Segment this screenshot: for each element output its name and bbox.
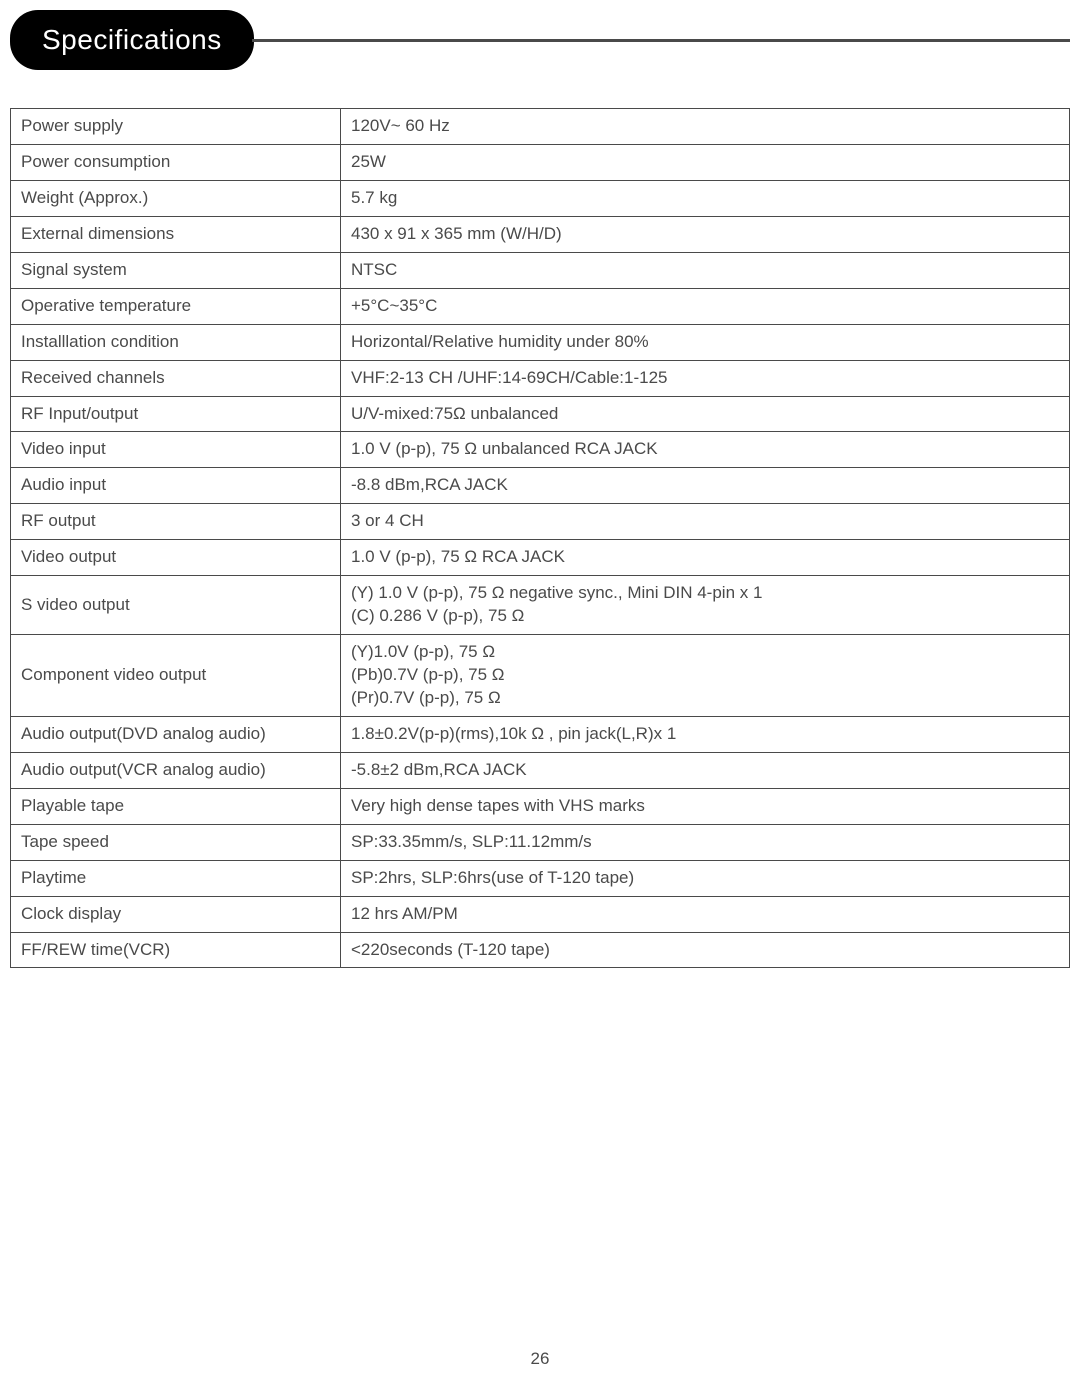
spec-value-cell: 25W [341, 144, 1070, 180]
table-row: Clock display12 hrs AM/PM [11, 896, 1070, 932]
section-title-pill: Specifications [10, 10, 254, 70]
table-row: Video output1.0 V (p-p), 75 Ω RCA JACK [11, 540, 1070, 576]
spec-label-cell: S video output [11, 576, 341, 635]
spec-label-cell: Playtime [11, 860, 341, 896]
spec-label-cell: FF/REW time(VCR) [11, 932, 341, 968]
spec-value-cell: -5.8±2 dBm,RCA JACK [341, 752, 1070, 788]
spec-label-cell: Received channels [11, 360, 341, 396]
table-row: Audio output(VCR analog audio)-5.8±2 dBm… [11, 752, 1070, 788]
spec-value-cell: 1.0 V (p-p), 75 Ω RCA JACK [341, 540, 1070, 576]
specifications-table-body: Power supply120V~ 60 HzPower consumption… [11, 109, 1070, 968]
table-row: FF/REW time(VCR)<220seconds (T-120 tape) [11, 932, 1070, 968]
section-header: Specifications [0, 0, 1080, 70]
spec-label-cell: Signal system [11, 252, 341, 288]
spec-label-cell: Video output [11, 540, 341, 576]
spec-value-cell: (Y)1.0V (p-p), 75 Ω(Pb)0.7V (p-p), 75 Ω(… [341, 635, 1070, 717]
spec-label-cell: RF output [11, 504, 341, 540]
page-number: 26 [0, 1349, 1080, 1369]
table-row: S video output(Y) 1.0 V (p-p), 75 Ω nega… [11, 576, 1070, 635]
table-row: External dimensions430 x 91 x 365 mm (W/… [11, 216, 1070, 252]
table-row: Signal systemNTSC [11, 252, 1070, 288]
header-divider-line [252, 39, 1070, 42]
spec-label-cell: Audio input [11, 468, 341, 504]
spec-label-cell: Weight (Approx.) [11, 180, 341, 216]
spec-value-cell: Horizontal/Relative humidity under 80% [341, 324, 1070, 360]
spec-value-cell: 1.0 V (p-p), 75 Ω unbalanced RCA JACK [341, 432, 1070, 468]
spec-value-cell: 5.7 kg [341, 180, 1070, 216]
spec-label-cell: Playable tape [11, 788, 341, 824]
table-row: Component video output(Y)1.0V (p-p), 75 … [11, 635, 1070, 717]
spec-value-cell: -8.8 dBm,RCA JACK [341, 468, 1070, 504]
spec-value-cell: (Y) 1.0 V (p-p), 75 Ω negative sync., Mi… [341, 576, 1070, 635]
spec-label-cell: Component video output [11, 635, 341, 717]
spec-value-cell: 120V~ 60 Hz [341, 109, 1070, 145]
table-row: Video input1.0 V (p-p), 75 Ω unbalanced … [11, 432, 1070, 468]
spec-value-cell: VHF:2-13 CH /UHF:14-69CH/Cable:1-125 [341, 360, 1070, 396]
spec-label-cell: Video input [11, 432, 341, 468]
table-row: RF Input/outputU/V-mixed:75Ω unbalanced [11, 396, 1070, 432]
spec-value-cell: +5°C~35°C [341, 288, 1070, 324]
table-row: PlaytimeSP:2hrs, SLP:6hrs(use of T-120 t… [11, 860, 1070, 896]
table-row: Installlation conditionHorizontal/Relati… [11, 324, 1070, 360]
spec-value-cell: 1.8±0.2V(p-p)(rms),10k Ω , pin jack(L,R)… [341, 716, 1070, 752]
table-row: RF output3 or 4 CH [11, 504, 1070, 540]
spec-value-cell: NTSC [341, 252, 1070, 288]
spec-value-cell: SP:33.35mm/s, SLP:11.12mm/s [341, 824, 1070, 860]
spec-label-cell: Operative temperature [11, 288, 341, 324]
table-row: Power supply120V~ 60 Hz [11, 109, 1070, 145]
spec-label-cell: External dimensions [11, 216, 341, 252]
table-row: Tape speedSP:33.35mm/s, SLP:11.12mm/s [11, 824, 1070, 860]
spec-label-cell: Power supply [11, 109, 341, 145]
spec-label-cell: Power consumption [11, 144, 341, 180]
specifications-table: Power supply120V~ 60 HzPower consumption… [10, 108, 1070, 968]
table-row: Power consumption25W [11, 144, 1070, 180]
spec-value-cell: 3 or 4 CH [341, 504, 1070, 540]
table-row: Audio output(DVD analog audio)1.8±0.2V(p… [11, 716, 1070, 752]
table-row: Operative temperature+5°C~35°C [11, 288, 1070, 324]
table-row: Received channelsVHF:2-13 CH /UHF:14-69C… [11, 360, 1070, 396]
spec-value-cell: <220seconds (T-120 tape) [341, 932, 1070, 968]
table-row: Audio input-8.8 dBm,RCA JACK [11, 468, 1070, 504]
section-title: Specifications [42, 24, 222, 55]
spec-value-cell: Very high dense tapes with VHS marks [341, 788, 1070, 824]
spec-label-cell: Clock display [11, 896, 341, 932]
spec-label-cell: RF Input/output [11, 396, 341, 432]
spec-label-cell: Tape speed [11, 824, 341, 860]
spec-label-cell: Installlation condition [11, 324, 341, 360]
spec-value-cell: U/V-mixed:75Ω unbalanced [341, 396, 1070, 432]
spec-label-cell: Audio output(VCR analog audio) [11, 752, 341, 788]
spec-label-cell: Audio output(DVD analog audio) [11, 716, 341, 752]
spec-value-cell: SP:2hrs, SLP:6hrs(use of T-120 tape) [341, 860, 1070, 896]
spec-value-cell: 430 x 91 x 365 mm (W/H/D) [341, 216, 1070, 252]
spec-value-cell: 12 hrs AM/PM [341, 896, 1070, 932]
table-row: Playable tapeVery high dense tapes with … [11, 788, 1070, 824]
table-row: Weight (Approx.)5.7 kg [11, 180, 1070, 216]
